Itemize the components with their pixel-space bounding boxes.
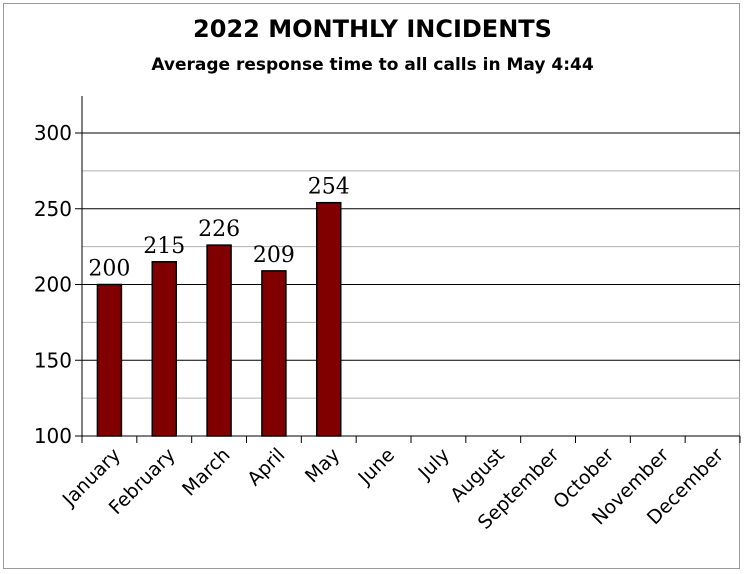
data-label: 200 — [88, 257, 130, 282]
bar — [206, 244, 232, 437]
data-labels: 200 215 226 209 254 — [88, 175, 349, 282]
y-tick-labels: 100 150 200 250 300 — [34, 121, 72, 448]
axes — [75, 96, 741, 443]
y-tick-label: 250 — [34, 197, 72, 221]
y-tick-label: 150 — [34, 348, 72, 372]
data-label: 209 — [253, 243, 295, 268]
chart-frame — [3, 3, 740, 569]
x-tick-label: March — [178, 444, 235, 501]
y-tick-label: 300 — [34, 121, 72, 145]
gridlines — [82, 132, 740, 399]
chart-title: 2022 MONTHLY INCIDENTS — [193, 15, 552, 43]
chart-subtitle: Average response time to all calls in Ma… — [151, 55, 594, 75]
bar — [96, 283, 123, 437]
y-tick-label: 200 — [34, 273, 72, 297]
bar — [261, 270, 287, 437]
bar — [151, 261, 177, 437]
x-tick-label: July — [414, 444, 454, 484]
data-label: 226 — [198, 217, 240, 242]
x-tick-label: April — [243, 444, 289, 490]
data-label: 215 — [143, 234, 185, 259]
bar — [316, 201, 342, 437]
bars — [96, 201, 342, 437]
y-tick-label: 100 — [34, 424, 72, 448]
data-label: 254 — [308, 175, 350, 200]
x-tick-label: June — [354, 444, 400, 490]
x-tick-label: May — [301, 444, 344, 487]
